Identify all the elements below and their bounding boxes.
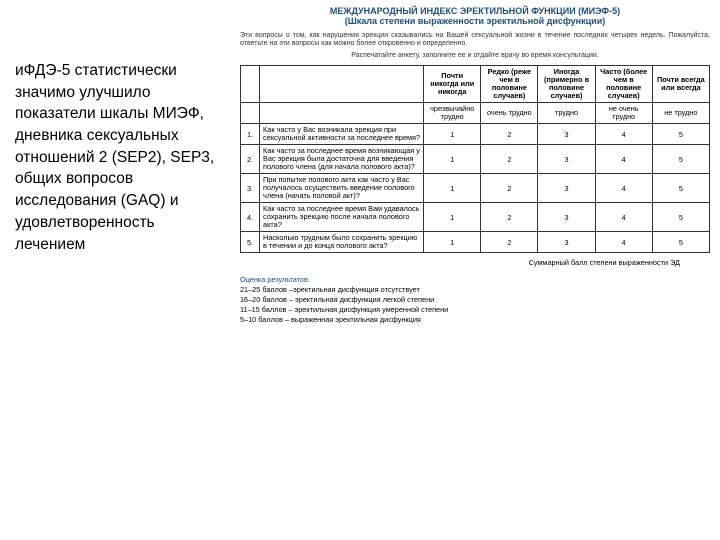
score-cell: 5 (652, 174, 709, 203)
print-note: Распечатайте анкету, заполните ее и отда… (240, 52, 710, 59)
score-cell: 3 (538, 203, 595, 232)
difficulty-cell: трудно (538, 103, 595, 124)
question-row: 4.Как часто за последнее время Вам удава… (241, 203, 710, 232)
score-cell: 3 (538, 124, 595, 145)
score-cell: 2 (481, 203, 538, 232)
questionnaire: МЕЖДУНАРОДНЫЙ ИНДЕКС ЭРЕКТИЛЬНОЙ ФУНКЦИИ… (235, 0, 720, 540)
score-cell: 4 (595, 124, 652, 145)
score-cell: 2 (481, 124, 538, 145)
blank (241, 103, 260, 124)
difficulty-row: чрезвычайно трудноочень труднотрудноне о… (241, 103, 710, 124)
score-cell: 4 (595, 174, 652, 203)
col-opt-5: Почти всегда или всегда (652, 66, 709, 103)
score-cell: 4 (595, 145, 652, 174)
blank (260, 103, 424, 124)
score-cell: 5 (652, 232, 709, 253)
intro-text: Эти вопросы о том, как нарушения эрекции… (240, 32, 710, 48)
question-number: 4. (241, 203, 260, 232)
question-text: Как часто за последнее время возникающая… (260, 145, 424, 174)
difficulty-cell: не очень трудно (595, 103, 652, 124)
difficulty-cell: не трудно (652, 103, 709, 124)
results-line: 5–10 баллов – выраженная эректильная дис… (240, 315, 710, 325)
score-cell: 1 (424, 232, 481, 253)
score-cell: 5 (652, 145, 709, 174)
question-number: 1. (241, 124, 260, 145)
col-blank1 (241, 66, 260, 103)
question-number: 5. (241, 232, 260, 253)
results-line: 21–25 баллов –эректильная дисфункция отс… (240, 285, 710, 295)
score-cell: 1 (424, 203, 481, 232)
score-cell: 2 (481, 232, 538, 253)
results-line: 11–15 баллов – эректильная дисфункция ум… (240, 305, 710, 315)
question-number: 3. (241, 174, 260, 203)
question-number: 2. (241, 145, 260, 174)
question-text: Как часто у Вас возникала эрекция при се… (260, 124, 424, 145)
score-cell: 1 (424, 174, 481, 203)
col-blank2 (260, 66, 424, 103)
score-cell: 1 (424, 145, 481, 174)
col-opt-3: Иногда (примерно в половине случаев) (538, 66, 595, 103)
question-row: 5.Насколько трудным было сохранить эрекц… (241, 232, 710, 253)
summary-label: Суммарный балл степени выраженности ЭД (240, 258, 710, 267)
score-cell: 3 (538, 232, 595, 253)
question-text: Насколько трудным было сохранить эрекцию… (260, 232, 424, 253)
title-line2: (Шкала степени выраженности эректильной … (240, 16, 710, 26)
difficulty-cell: очень трудно (481, 103, 538, 124)
col-opt-1: Почти никогда или никогда (424, 66, 481, 103)
score-cell: 2 (481, 174, 538, 203)
title-line1: МЕЖДУНАРОДНЫЙ ИНДЕКС ЭРЕКТИЛЬНОЙ ФУНКЦИИ… (240, 6, 710, 16)
score-cell: 5 (652, 203, 709, 232)
question-row: 1.Как часто у Вас возникала эрекция при … (241, 124, 710, 145)
left-text-block: иФДЭ-5 статистически значимо улучшило по… (0, 0, 235, 540)
score-cell: 4 (595, 203, 652, 232)
results-title: Оценка результатов: (240, 275, 710, 285)
score-cell: 5 (652, 124, 709, 145)
question-text: Как часто за последнее время Вам удавало… (260, 203, 424, 232)
header-row: Почти никогда или никогда Редко (реже че… (241, 66, 710, 103)
score-cell: 2 (481, 145, 538, 174)
col-opt-2: Редко (реже чем в половине случаев) (481, 66, 538, 103)
left-text: иФДЭ-5 статистически значимо улучшило по… (15, 60, 227, 255)
results-block: Оценка результатов: 21–25 баллов –эректи… (240, 275, 710, 324)
score-cell: 3 (538, 145, 595, 174)
question-row: 2.Как часто за последнее время возникающ… (241, 145, 710, 174)
score-cell: 4 (595, 232, 652, 253)
score-cell: 3 (538, 174, 595, 203)
iief-table: Почти никогда или никогда Редко (реже че… (240, 65, 710, 253)
results-line: 16–20 баллов – эректильная дисфункция ле… (240, 295, 710, 305)
score-cell: 1 (424, 124, 481, 145)
question-row: 3.При попытке полового акта как часто у … (241, 174, 710, 203)
difficulty-cell: чрезвычайно трудно (424, 103, 481, 124)
question-text: При попытке полового акта как часто у Ва… (260, 174, 424, 203)
col-opt-4: Часто (более чем в половине случаев) (595, 66, 652, 103)
